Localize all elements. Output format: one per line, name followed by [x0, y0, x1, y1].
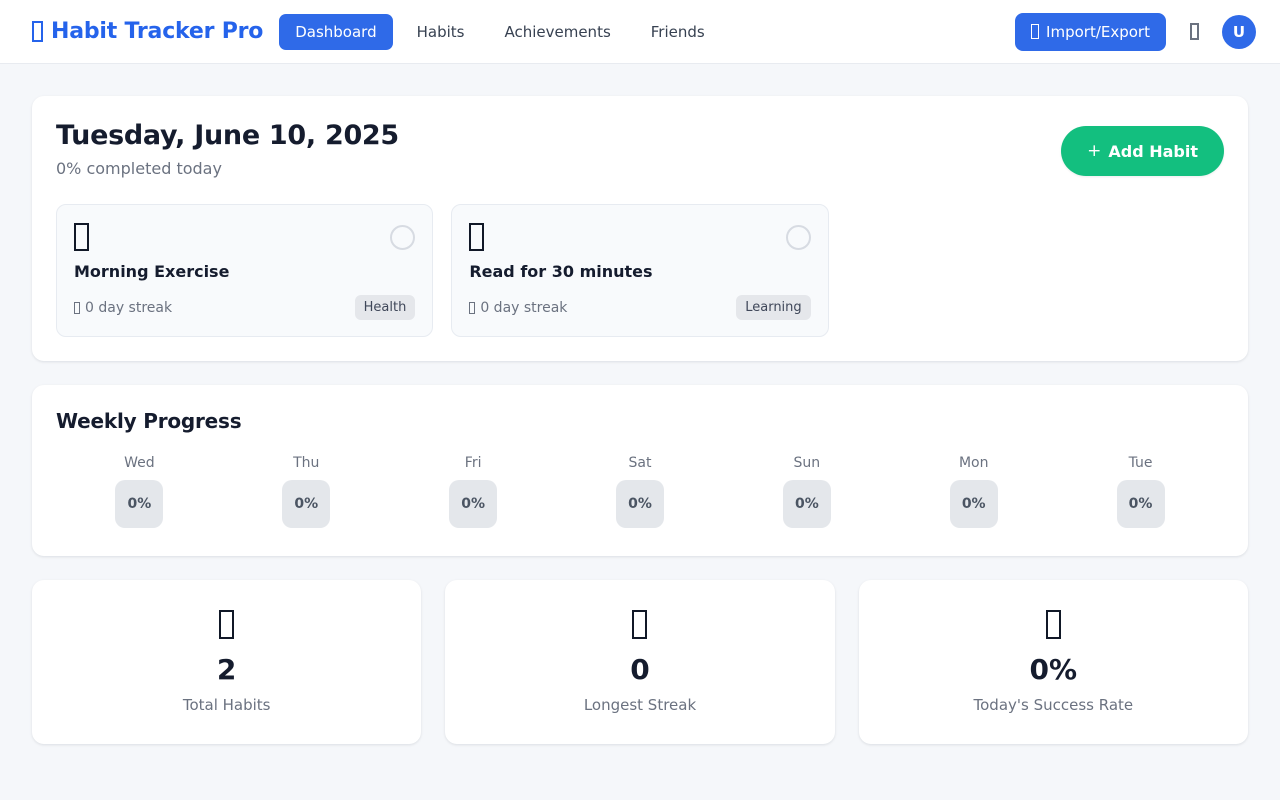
theme-toggle-icon — [1189, 23, 1199, 40]
habit-streak-label: 0 day streak — [480, 299, 568, 316]
habit-emoji-icon — [74, 223, 89, 253]
import-export-label: Import/Export — [1046, 22, 1150, 41]
habit-card-footer: 0 day streak Learning — [469, 281, 811, 321]
week-cell-sun[interactable]: Sun 0% — [723, 455, 890, 529]
add-habit-label: Add Habit — [1108, 141, 1198, 161]
success-rate-icon — [1045, 610, 1061, 641]
top-navbar: Habit Tracker Pro Dashboard Habits Achie… — [0, 0, 1280, 64]
week-day-label: Wed — [124, 455, 155, 472]
week-cell-sat[interactable]: Sat 0% — [557, 455, 724, 529]
add-habit-button[interactable]: + Add Habit — [1061, 126, 1224, 176]
weekly-progress-grid: Wed 0% Thu 0% Fri 0% Sat 0% Sun 0% Mon 0… — [56, 455, 1224, 529]
habit-card-top — [469, 223, 811, 253]
navbar-actions: Import/Export U — [1015, 12, 1256, 51]
habit-streak-label: 0 day streak — [85, 299, 173, 316]
plus-icon: + — [1087, 141, 1102, 161]
streak-flame-icon — [469, 301, 476, 314]
import-export-button[interactable]: Import/Export — [1015, 12, 1166, 51]
habit-streak: 0 day streak — [74, 300, 172, 316]
total-habits-icon — [219, 610, 235, 641]
today-header-text: Tuesday, June 10, 2025 0% completed toda… — [56, 120, 399, 178]
longest-streak-icon — [632, 610, 648, 641]
week-cell-tue[interactable]: Tue 0% — [1057, 455, 1224, 529]
today-header: Tuesday, June 10, 2025 0% completed toda… — [56, 120, 1224, 178]
habit-complete-checkbox[interactable] — [390, 225, 416, 251]
week-day-value: 0% — [782, 480, 831, 529]
habit-list: Morning Exercise 0 day streak Health R — [56, 204, 1224, 338]
primary-nav: Dashboard Habits Achievements Friends — [279, 13, 721, 50]
week-day-label: Tue — [1128, 455, 1153, 472]
stat-value: 0 — [630, 652, 650, 686]
stat-label: Total Habits — [182, 695, 271, 714]
brand-title: Habit Tracker Pro — [51, 19, 264, 44]
nav-item-friends[interactable]: Friends — [650, 22, 705, 41]
week-day-label: Sun — [793, 455, 821, 472]
week-cell-wed[interactable]: Wed 0% — [56, 455, 223, 529]
page-title: Tuesday, June 10, 2025 — [56, 120, 399, 151]
stat-card-success-rate: 0% Today's Success Rate — [858, 580, 1248, 744]
brand-logo-icon — [32, 21, 43, 42]
habit-card[interactable]: Morning Exercise 0 day streak Health — [56, 204, 434, 338]
nav-item-habits[interactable]: Habits — [416, 22, 465, 41]
stat-label: Today's Success Rate — [973, 695, 1134, 714]
week-day-value: 0% — [115, 480, 164, 529]
habit-title: Morning Exercise — [74, 262, 230, 282]
week-day-value: 0% — [615, 480, 664, 529]
import-export-icon — [1031, 24, 1040, 39]
week-day-value: 0% — [449, 480, 498, 529]
nav-item-dashboard[interactable]: Dashboard — [279, 13, 393, 50]
stat-label: Longest Streak — [583, 695, 697, 714]
stat-value: 0% — [1029, 652, 1078, 686]
today-completion-text: 0% completed today — [56, 159, 222, 179]
habit-card[interactable]: Read for 30 minutes 0 day streak Learnin… — [451, 204, 829, 338]
week-day-label: Fri — [464, 455, 482, 472]
habit-category-badge: Health — [354, 295, 416, 321]
nav-item-achievements[interactable]: Achievements — [504, 22, 611, 41]
stat-card-total-habits: 2 Total Habits — [32, 580, 422, 744]
today-panel: Tuesday, June 10, 2025 0% completed toda… — [32, 96, 1248, 362]
week-cell-fri[interactable]: Fri 0% — [390, 455, 557, 529]
habit-emoji-icon — [469, 223, 485, 253]
stat-value: 2 — [216, 652, 237, 686]
dashboard-page: Tuesday, June 10, 2025 0% completed toda… — [0, 64, 1280, 776]
weekly-progress-title: Weekly Progress — [56, 409, 242, 434]
stat-card-longest-streak: 0 Longest Streak — [445, 580, 835, 744]
week-day-label: Sat — [628, 455, 652, 472]
habit-streak: 0 day streak — [469, 300, 567, 316]
week-day-value: 0% — [949, 480, 998, 529]
habit-card-top — [74, 223, 416, 253]
week-day-value: 0% — [282, 480, 331, 529]
week-day-value: 0% — [1116, 480, 1165, 529]
stats-row: 2 Total Habits 0 Longest Streak 0% Today… — [32, 580, 1248, 744]
habit-complete-checkbox[interactable] — [785, 225, 811, 251]
week-day-label: Thu — [293, 455, 320, 472]
habit-card-footer: 0 day streak Health — [74, 281, 416, 321]
weekly-progress-panel: Weekly Progress Wed 0% Thu 0% Fri 0% Sat… — [32, 385, 1248, 557]
habit-category-badge: Learning — [736, 295, 811, 321]
week-day-label: Mon — [958, 455, 989, 472]
habit-title: Read for 30 minutes — [469, 262, 653, 282]
avatar[interactable]: U — [1222, 14, 1256, 49]
week-cell-mon[interactable]: Mon 0% — [890, 455, 1057, 529]
streak-flame-icon — [74, 301, 80, 314]
theme-toggle-button[interactable] — [1182, 20, 1206, 44]
app-brand[interactable]: Habit Tracker Pro — [32, 19, 263, 44]
week-cell-thu[interactable]: Thu 0% — [223, 455, 390, 529]
